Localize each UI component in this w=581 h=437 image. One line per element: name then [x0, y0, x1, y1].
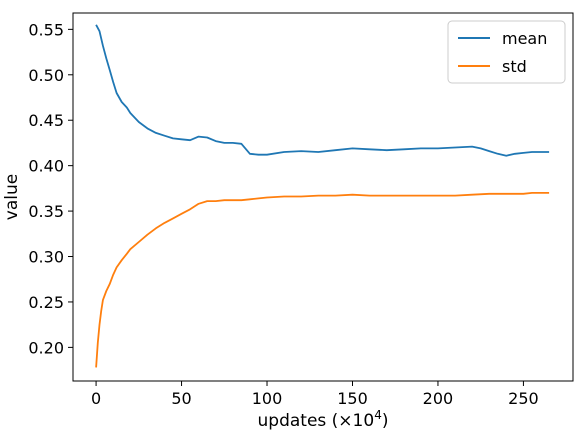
x-tick-label: 0 [91, 389, 101, 408]
y-tick-label: 0.45 [28, 111, 64, 130]
y-axis-title: value [2, 174, 22, 220]
plot-frame [72, 12, 574, 382]
x-tick-label: 150 [337, 389, 368, 408]
y-tick-label: 0.35 [28, 202, 64, 221]
y-tick-label: 0.40 [28, 157, 64, 176]
y-tick-label: 0.20 [28, 338, 64, 357]
x-axis-title: updates (×104) [258, 408, 389, 431]
plot-lines [95, 24, 550, 368]
series-line-mean [95, 24, 550, 157]
legend: mean std [447, 20, 566, 84]
x-tick-label: 200 [423, 389, 454, 408]
y-tick-label: 0.55 [28, 20, 64, 39]
y-axis-ticks: 0.20 0.25 0.30 0.35 0.40 0.45 0.50 0.55 [28, 20, 73, 357]
y-tick-label: 0.30 [28, 248, 64, 267]
series-line-std [95, 192, 550, 368]
legend-label-std: std [502, 57, 527, 76]
y-tick-label: 0.50 [28, 66, 64, 85]
legend-label-mean: mean [502, 29, 547, 48]
x-tick-label: 250 [508, 389, 539, 408]
y-tick-label: 0.25 [28, 293, 64, 312]
x-axis-ticks: 0 50 100 150 200 250 [91, 381, 539, 408]
legend-box [447, 20, 566, 84]
x-tick-label: 50 [171, 389, 191, 408]
x-tick-label: 100 [252, 389, 283, 408]
